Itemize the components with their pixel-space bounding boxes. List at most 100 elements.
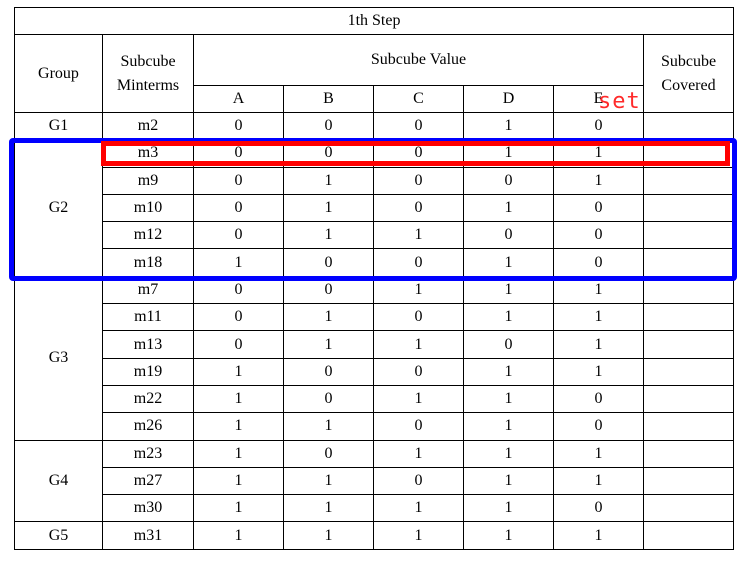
value-cell-b: 0 — [283, 357, 374, 386]
value-cell-b: 1 — [283, 330, 374, 359]
covered-cell — [642, 521, 735, 550]
value-cell-d: 1 — [463, 384, 554, 414]
value-cell-a: 1 — [193, 357, 284, 386]
set-annotation: set — [598, 89, 641, 114]
subcube-covered-header: Subcube Covered — [642, 34, 735, 113]
value-cell-e: 1 — [553, 357, 644, 386]
table-title: 1th Step — [13, 7, 735, 35]
var-header-a: A — [193, 85, 284, 113]
value-cell-e: 0 — [553, 412, 644, 441]
value-cell-a: 1 — [193, 248, 284, 277]
value-cell-d: 1 — [463, 357, 554, 386]
minterm-cell: m31 — [102, 521, 194, 550]
covered-cell — [642, 166, 735, 195]
minterm-cell: m12 — [102, 221, 194, 250]
value-cell-e: 0 — [553, 384, 644, 414]
value-cell-e: 1 — [553, 521, 644, 550]
value-cell-b: 1 — [283, 494, 374, 523]
subcube-minterms-header-text: Subcube Minterms — [116, 52, 180, 94]
value-cell-e: 1 — [553, 303, 644, 332]
value-cell-c: 1 — [373, 439, 464, 468]
covered-cell — [642, 248, 735, 277]
value-cell-e: 1 — [553, 466, 644, 496]
minterm-cell: m2 — [102, 111, 194, 141]
table-row: m19 1 0 0 1 1 — [15, 357, 735, 386]
table-row: m13 0 1 1 0 1 — [15, 330, 735, 359]
subcube-covered-header-text: Subcube Covered — [660, 52, 717, 94]
value-cell-d: 1 — [463, 303, 554, 332]
value-cell-a: 0 — [193, 303, 284, 332]
value-cell-e: 0 — [553, 494, 644, 523]
row-m3-highlight-box — [101, 141, 730, 166]
table-row: m10 0 1 0 1 0 — [15, 193, 735, 223]
var-header-d: D — [463, 85, 554, 113]
value-cell-e: 0 — [553, 248, 644, 277]
value-cell-a: 0 — [193, 166, 284, 195]
minterm-cell: m27 — [102, 466, 194, 496]
value-cell-a: 1 — [193, 439, 284, 468]
value-cell-e: 0 — [553, 111, 644, 141]
value-cell-c: 1 — [373, 521, 464, 550]
covered-cell — [642, 384, 735, 414]
covered-cell — [642, 303, 735, 332]
value-cell-c: 0 — [373, 166, 464, 195]
var-header-e: E — [553, 85, 644, 113]
value-cell-b: 1 — [283, 193, 374, 223]
value-cell-b: 0 — [283, 384, 374, 414]
value-cell-d: 1 — [463, 521, 554, 550]
value-cell-c: 0 — [373, 412, 464, 441]
value-cell-a: 1 — [193, 412, 284, 441]
table-row: m26 1 1 0 1 0 — [15, 412, 735, 441]
value-cell-a: 1 — [193, 521, 284, 550]
minterm-cell: m13 — [102, 330, 194, 359]
minterm-cell: m19 — [102, 357, 194, 386]
covered-cell — [642, 330, 735, 359]
covered-cell — [642, 111, 735, 141]
value-cell-a: 1 — [193, 494, 284, 523]
value-cell-c: 1 — [373, 221, 464, 250]
value-cell-b: 1 — [283, 521, 374, 550]
covered-cell — [642, 494, 735, 523]
value-cell-d: 1 — [463, 466, 554, 496]
value-cell-d: 0 — [463, 330, 554, 359]
quine-mccluskey-table: 1th Step Group Subcube Minterms Subcube … — [13, 7, 735, 550]
minterm-cell: m23 — [102, 439, 194, 468]
covered-cell — [642, 466, 735, 496]
minterm-cell: m18 — [102, 248, 194, 277]
table-row: m18 1 0 0 1 0 — [15, 248, 735, 277]
var-header-c: C — [373, 85, 464, 113]
group-label: G2 — [14, 139, 103, 277]
var-header-b: B — [283, 85, 374, 113]
value-cell-c: 0 — [373, 303, 464, 332]
value-cell-c: 0 — [373, 111, 464, 141]
value-cell-c: 1 — [373, 330, 464, 359]
value-cell-c: 0 — [373, 357, 464, 386]
table-container: 1th Step Group Subcube Minterms Subcube … — [13, 7, 735, 550]
table-row: G5 m31 1 1 1 1 1 — [14, 521, 735, 550]
value-cell-a: 0 — [193, 221, 284, 250]
table-row: m22 1 0 1 1 0 — [15, 384, 735, 414]
value-cell-e: 1 — [553, 439, 644, 468]
value-cell-c: 0 — [373, 248, 464, 277]
value-cell-b: 1 — [283, 412, 374, 441]
value-cell-c: 0 — [373, 466, 464, 496]
value-cell-d: 1 — [463, 494, 554, 523]
table-row: G4 m23 1 0 1 1 1 — [14, 439, 735, 523]
value-cell-a: 1 — [193, 466, 284, 496]
table-row: m30 1 1 1 1 0 — [15, 494, 735, 523]
minterm-cell: m30 — [102, 494, 194, 523]
group-label: G5 — [14, 521, 103, 550]
group-label: G3 — [14, 275, 103, 441]
value-cell-e: 1 — [553, 330, 644, 359]
group-label: G4 — [14, 439, 103, 523]
table-row: G1 m2 0 0 0 1 0 — [14, 111, 735, 141]
covered-cell — [642, 439, 735, 468]
value-cell-a: 1 — [193, 384, 284, 414]
group-g2-highlight-box — [9, 138, 737, 281]
value-cell-b: 1 — [283, 466, 374, 496]
covered-cell — [642, 412, 735, 441]
value-cell-b: 1 — [283, 303, 374, 332]
value-cell-d: 0 — [463, 221, 554, 250]
minterm-cell: m26 — [102, 412, 194, 441]
group-label: G1 — [14, 111, 103, 141]
